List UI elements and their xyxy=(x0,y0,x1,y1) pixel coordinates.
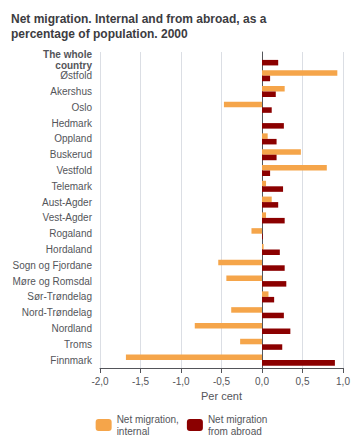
svg-text:Per cent: Per cent xyxy=(201,390,242,402)
svg-text:-1,0: -1,0 xyxy=(172,376,190,387)
svg-text:-1,5: -1,5 xyxy=(132,376,150,387)
svg-text:country: country xyxy=(55,59,92,71)
svg-text:Aust-Agder: Aust-Agder xyxy=(42,197,93,208)
svg-text:Telemark: Telemark xyxy=(51,181,93,192)
svg-text:percentage of population. 2000: percentage of population. 2000 xyxy=(11,27,188,41)
svg-text:-2,0: -2,0 xyxy=(91,376,109,387)
svg-text:Oslo: Oslo xyxy=(71,102,92,113)
svg-text:Net migration,: Net migration, xyxy=(117,414,179,425)
svg-text:internal: internal xyxy=(117,426,150,437)
svg-text:Akershus: Akershus xyxy=(50,86,92,97)
svg-text:Sogn og Fjordane: Sogn og Fjordane xyxy=(12,260,92,271)
svg-text:Sør-Trøndelag: Sør-Trøndelag xyxy=(27,291,92,302)
svg-text:0,5: 0,5 xyxy=(296,376,310,387)
svg-text:Net migration. Internal and fr: Net migration. Internal and from abroad,… xyxy=(11,12,267,26)
svg-text:-0,5: -0,5 xyxy=(213,376,231,387)
svg-text:Troms: Troms xyxy=(64,339,92,350)
svg-text:Møre og Romsdal: Møre og Romsdal xyxy=(13,276,92,287)
svg-text:The whole: The whole xyxy=(43,49,92,60)
svg-text:Oppland: Oppland xyxy=(54,133,92,144)
svg-text:Finnmark: Finnmark xyxy=(50,355,93,366)
svg-text:1,0: 1,0 xyxy=(336,376,350,387)
svg-text:Rogaland: Rogaland xyxy=(49,228,92,239)
svg-text:Net migration: Net migration xyxy=(208,414,267,425)
svg-text:Hordaland: Hordaland xyxy=(46,244,92,255)
svg-text:Buskerud: Buskerud xyxy=(50,149,92,160)
svg-text:Vest-Agder: Vest-Agder xyxy=(43,212,93,223)
svg-text:from abroad: from abroad xyxy=(208,426,262,437)
svg-text:Hedmark: Hedmark xyxy=(51,118,93,129)
svg-text:Vestfold: Vestfold xyxy=(56,165,92,176)
svg-text:Østfold: Østfold xyxy=(60,70,92,81)
svg-text:Nordland: Nordland xyxy=(51,323,92,334)
svg-text:0,0: 0,0 xyxy=(255,376,269,387)
svg-text:Nord-Trøndelag: Nord-Trøndelag xyxy=(22,307,92,318)
